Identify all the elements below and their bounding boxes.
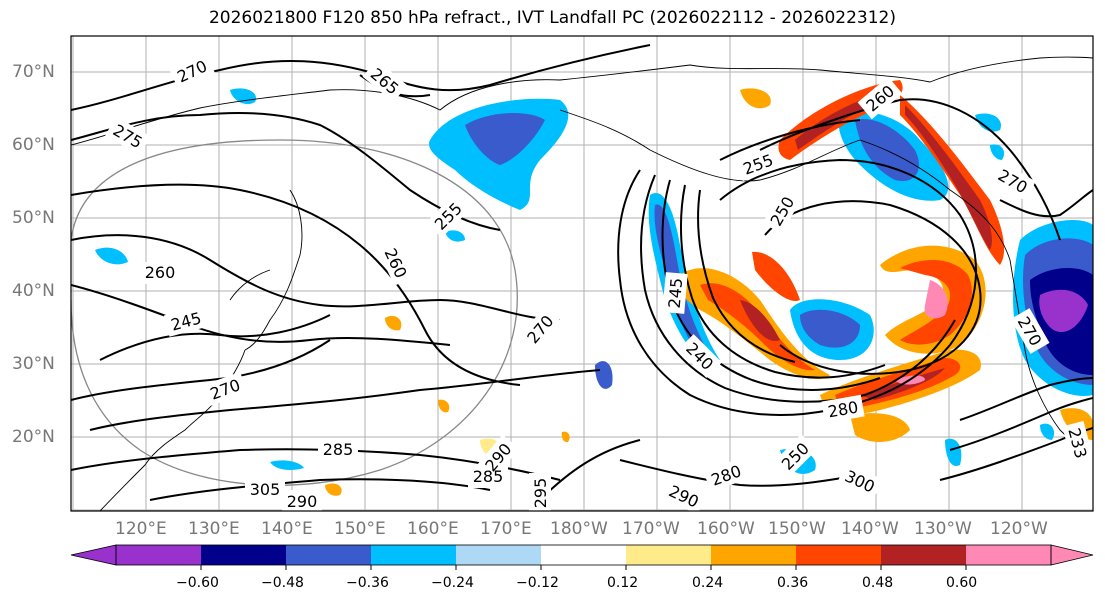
lat-label: 60°N <box>12 135 55 155</box>
contour-label: 260 <box>145 263 176 282</box>
lon-label: 120°E <box>115 519 167 539</box>
coastlines <box>71 56 1093 511</box>
lon-label: 150°W <box>768 519 826 539</box>
colorbar-tick-label: 0.24 <box>692 575 724 591</box>
contour-label: 245 <box>665 277 687 309</box>
colorbar-tick-label: 0.48 <box>862 575 894 591</box>
contour-label: 285 <box>473 467 504 486</box>
colorbar-segment <box>626 545 712 565</box>
lon-label: 170°E <box>480 519 532 539</box>
lon-label: 130°E <box>188 519 240 539</box>
colorbar-tick-label: 0.60 <box>946 575 978 591</box>
colorbar-segment <box>456 545 542 565</box>
colorbar-outline <box>115 544 1052 566</box>
pc-shading <box>95 80 1093 496</box>
lat-label: 40°N <box>12 281 55 301</box>
colorbar-segment <box>116 545 202 565</box>
colorbar-segment <box>286 545 372 565</box>
colorbar-tick-label: −0.48 <box>261 575 304 591</box>
lon-label: 120°W <box>990 519 1048 539</box>
lon-label: 180°W <box>550 519 608 539</box>
lat-label: 50°N <box>12 208 55 228</box>
colorbar-tick-label: −0.60 <box>176 575 219 591</box>
colorbar-segment <box>541 545 627 565</box>
map-frame <box>70 35 1094 512</box>
colorbar-extend-low <box>70 544 117 566</box>
contour-label: 290 <box>287 492 318 511</box>
colorbar-segment <box>881 545 967 565</box>
colorbar-segment <box>711 545 797 565</box>
lat-label: 70°N <box>12 62 55 82</box>
colorbar-tick-label: 0.36 <box>777 575 809 591</box>
lon-label: 140°E <box>261 519 313 539</box>
map-title: 2026021800 F120 850 hPa refract., IVT La… <box>208 8 896 28</box>
lon-label: 160°E <box>407 519 459 539</box>
lon-label: 140°W <box>841 519 899 539</box>
contour-label: 305 <box>250 480 281 499</box>
colorbar-tick-label: 0.12 <box>607 575 639 591</box>
lon-label: 130°W <box>914 519 972 539</box>
colorbar <box>70 544 1094 570</box>
colorbar-segment <box>796 545 882 565</box>
colorbar-tick-label: −0.12 <box>516 575 559 591</box>
lon-label: 170°W <box>622 519 680 539</box>
colorbar-segment <box>966 545 1052 565</box>
colorbar-segment <box>371 545 457 565</box>
contour-labels <box>105 52 1093 511</box>
lon-label: 150°E <box>334 519 386 539</box>
contour-label: 295 <box>531 478 550 509</box>
great-circle <box>71 139 518 486</box>
colorbar-tick-label: −0.24 <box>431 575 474 591</box>
colorbar-extend-high <box>1050 544 1094 566</box>
lon-label: 160°W <box>697 519 755 539</box>
lat-label: 30°N <box>12 354 55 374</box>
colorbar-segment <box>201 545 287 565</box>
colorbar-tick-label: −0.36 <box>346 575 389 591</box>
lat-label: 20°N <box>12 427 55 447</box>
graticule <box>71 36 1093 511</box>
contour-label: 285 <box>323 440 354 459</box>
